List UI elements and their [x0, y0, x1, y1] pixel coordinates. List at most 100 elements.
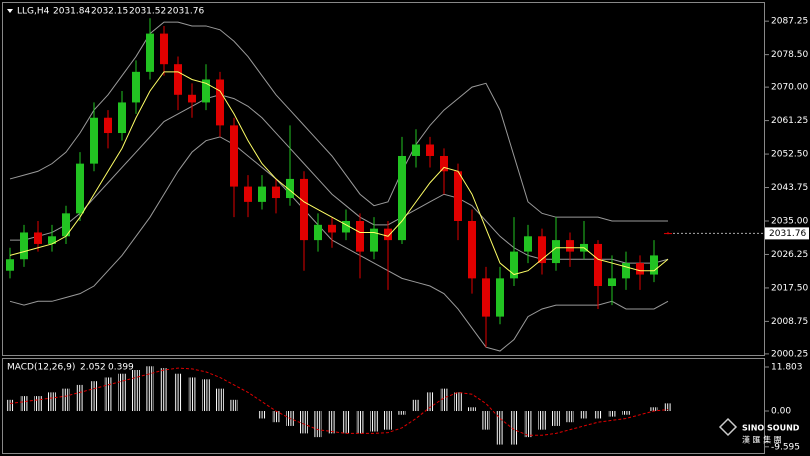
y-tick-label: 2026.25	[771, 250, 808, 260]
macd-bar	[90, 381, 98, 412]
low-value: 2031.52	[129, 7, 166, 17]
open-value: 2031.84	[53, 7, 90, 17]
candle-body	[230, 125, 238, 187]
y-tick-label: 11.803	[771, 363, 803, 373]
macd-bar	[664, 403, 672, 412]
macd-bar	[496, 411, 504, 445]
macd-bar	[272, 411, 280, 423]
macd-value: 2.052	[80, 363, 106, 373]
macd-bar	[328, 411, 336, 434]
macd-bar	[76, 384, 84, 412]
macd-bar	[454, 392, 462, 412]
price-box	[765, 227, 809, 240]
candle-body	[160, 33, 168, 65]
macd-bar	[384, 411, 392, 430]
candle-body	[342, 220, 350, 233]
logo-subtitle: 漢 匯 集 團	[742, 435, 782, 445]
macd-bar	[160, 368, 168, 412]
macd-bar	[216, 388, 224, 412]
macd-bar	[370, 411, 378, 432]
lower-band	[9, 136, 669, 352]
candle-body	[258, 186, 266, 202]
macd-bar	[342, 411, 350, 434]
logo-icon	[718, 417, 738, 437]
macd-title: MACD(12,26,9)	[7, 363, 75, 373]
macd-bar	[48, 392, 56, 412]
macd-bar	[258, 411, 266, 419]
candle-body	[482, 278, 490, 317]
price-panel	[2, 2, 765, 356]
macd-bar	[566, 411, 574, 423]
candle-body	[496, 278, 504, 317]
candle-body	[146, 33, 154, 72]
macd-bar	[20, 396, 28, 412]
candle-body	[650, 255, 658, 275]
candle-body	[328, 224, 336, 233]
candle-body	[426, 144, 434, 156]
upper-band	[9, 21, 668, 222]
signal-line	[9, 367, 669, 436]
y-tick-label: 2052.50	[771, 150, 808, 160]
y-tick-label: 2061.25	[771, 116, 808, 126]
macd-bar	[594, 411, 602, 419]
macd-bar	[314, 411, 322, 438]
macd-bar	[146, 366, 154, 412]
candle-body	[370, 228, 378, 252]
macd-bar	[202, 379, 210, 412]
candle-body	[76, 163, 84, 214]
macd-bar	[34, 396, 42, 412]
y-tick-label: 2043.75	[771, 183, 808, 193]
macd-bar	[440, 388, 448, 412]
symbol: LLG,H4	[17, 7, 50, 17]
candle-body	[244, 186, 252, 202]
candle-body	[20, 232, 28, 260]
candle-body	[454, 171, 462, 221]
candle-body	[608, 278, 616, 287]
signal-value: 0.399	[108, 363, 134, 373]
candle-body	[314, 224, 322, 241]
candle-body	[132, 71, 140, 103]
candle-body	[636, 263, 644, 275]
macd-bar	[608, 411, 616, 417]
candle-body	[62, 213, 70, 237]
candle-body	[48, 236, 56, 244]
macd-bar	[230, 399, 238, 412]
macd-bar	[174, 373, 182, 412]
candle-body	[594, 243, 602, 287]
candle-body	[6, 259, 14, 271]
y-tick-label: -9.595	[771, 442, 800, 452]
candle-body	[398, 155, 406, 241]
candle-body	[552, 240, 560, 264]
candle-body	[104, 117, 112, 134]
candle-body	[384, 228, 392, 241]
menu-arrow	[7, 9, 13, 13]
y-tick-label: 2078.50	[771, 50, 808, 60]
macd-bar	[426, 392, 434, 412]
candle-body	[202, 79, 210, 103]
candle-body	[90, 117, 98, 164]
candle-body	[524, 236, 532, 252]
macd-bar	[104, 377, 112, 412]
macd-bar	[62, 388, 70, 412]
candle-body	[622, 263, 630, 279]
candle-body	[468, 220, 476, 279]
macd-bar	[6, 399, 14, 412]
candle-body	[510, 251, 518, 279]
macd-bar	[356, 411, 364, 434]
macd-bar	[132, 369, 140, 412]
candle-body	[356, 220, 364, 252]
macd-bar	[468, 407, 476, 412]
high-value: 2032.15	[91, 7, 128, 17]
macd-bar	[622, 411, 630, 415]
macd-bar	[188, 377, 196, 412]
candle-body	[34, 232, 42, 244]
y-tick-label: 2017.50	[771, 283, 808, 293]
macd-bar	[482, 411, 490, 430]
candle-body	[538, 236, 546, 264]
macd-panel	[2, 358, 765, 454]
moving-average	[9, 71, 669, 276]
y-tick-label: 2008.75	[771, 317, 808, 327]
macd-bar	[524, 411, 532, 438]
logo-name: SINO SOUND	[742, 424, 800, 433]
